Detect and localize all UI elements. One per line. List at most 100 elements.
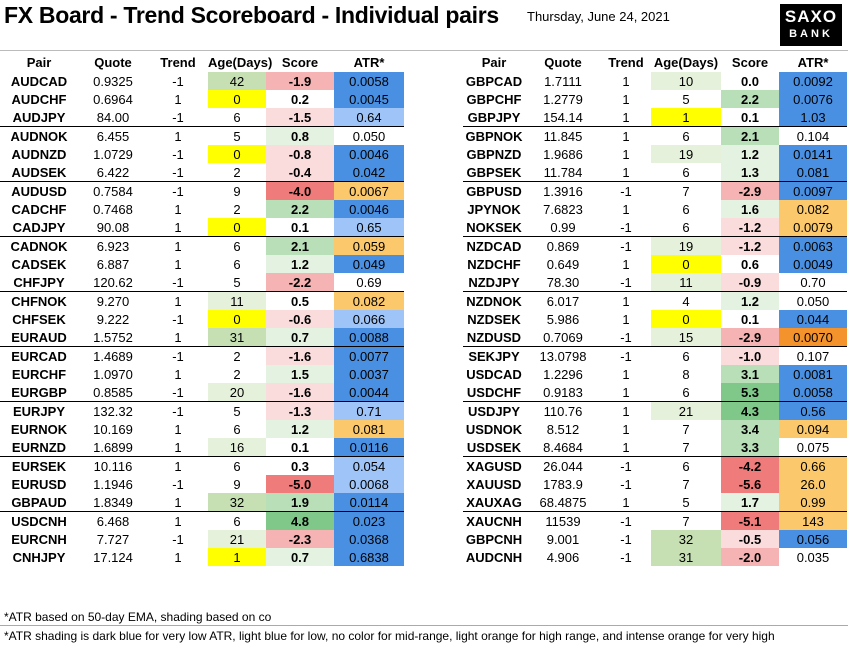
age-cell: 0 xyxy=(651,255,721,273)
age-cell: 7 xyxy=(651,181,721,200)
table-header-row: Pair Quote Trend Age(Days) Score ATR* xyxy=(463,52,847,72)
trend-cell: 1 xyxy=(148,291,208,310)
age-cell: 2 xyxy=(233,366,241,382)
quote-cell: 6.887 xyxy=(96,256,130,272)
quote-cell: 1.8349 xyxy=(93,494,133,510)
score-cell: 0.5 xyxy=(266,291,334,310)
age-cell: 6 xyxy=(651,456,721,475)
atr-cell: 0.104 xyxy=(779,126,847,145)
pair-cell: EURNOK xyxy=(10,421,68,437)
pair-cell: AUDSEK xyxy=(11,164,67,180)
trend-cell: 1 xyxy=(622,311,630,327)
score-cell: 2.1 xyxy=(721,126,779,145)
col-header-score: Score xyxy=(281,54,319,70)
footnote-atr-shading: *ATR shading is dark blue for very low A… xyxy=(4,629,775,643)
score-cell: 1.3 xyxy=(721,163,779,182)
atr-cell: 0.075 xyxy=(796,439,830,455)
trend-cell: 1 xyxy=(622,439,630,455)
atr-cell: 26.0 xyxy=(779,475,847,493)
table-row: GBPJPY 154.14 1 1 0.1 1.03 xyxy=(463,108,847,127)
quote-cell: 1.5752 xyxy=(93,329,133,345)
table-row: GBPUSD 1.3916 -1 7 -2.9 0.0097 xyxy=(463,181,847,200)
age-cell: 31 xyxy=(651,548,721,566)
age-cell: 6 xyxy=(651,126,721,145)
col-header-trend: Trend xyxy=(160,54,196,70)
age-cell: 32 xyxy=(651,530,721,548)
trend-cell: -1 xyxy=(620,549,632,565)
table-row: CADSEK 6.887 1 6 1.2 0.049 xyxy=(0,255,404,273)
score-cell: 2.2 xyxy=(266,200,334,218)
age-cell: 6 xyxy=(208,236,266,255)
age-cell: 6 xyxy=(682,219,690,235)
age-cell: 1 xyxy=(208,548,266,566)
table-row: GBPSEK 11.784 1 6 1.3 0.081 xyxy=(463,163,847,182)
table-row: USDCNH 6.468 1 6 4.8 0.023 xyxy=(0,511,404,530)
score-cell: 3.1 xyxy=(721,365,779,383)
trend-cell: 1 xyxy=(601,291,651,310)
age-cell: 0 xyxy=(208,218,266,237)
age-cell: 5 xyxy=(682,91,690,107)
table-row: GBPCNH 9.001 -1 32 -0.5 0.056 xyxy=(463,530,847,548)
atr-cell: 0.0114 xyxy=(334,493,404,512)
col-header-pair: Pair xyxy=(26,54,52,70)
quote-cell: 120.62 xyxy=(93,274,133,290)
score-cell: 0.7 xyxy=(266,328,334,347)
score-cell: -0.8 xyxy=(266,145,334,163)
pair-cell: CNHJPY xyxy=(12,549,66,565)
table-row: NZDUSD 0.7069 -1 15 -2.9 0.0070 xyxy=(463,328,847,347)
score-cell: 1.2 xyxy=(721,291,779,310)
atr-cell: 0.054 xyxy=(334,456,404,475)
atr-cell: 0.0070 xyxy=(779,328,847,347)
quote-cell: 10.116 xyxy=(78,456,148,475)
atr-cell: 0.69 xyxy=(356,274,382,290)
trend-cell: -1 xyxy=(172,531,184,547)
quote-cell: 6.468 xyxy=(78,511,148,530)
trend-cell: -1 xyxy=(148,181,208,200)
atr-cell: 0.6838 xyxy=(334,548,404,566)
pair-cell: NOKSEK xyxy=(466,219,522,235)
col-header-quote: Quote xyxy=(94,54,132,70)
quote-cell: 7.6823 xyxy=(543,201,583,217)
table-row: XAUCNH 11539 -1 7 -5.1 143 xyxy=(463,511,847,530)
atr-cell: 0.035 xyxy=(796,549,830,565)
trend-cell: 1 xyxy=(622,494,630,510)
atr-cell: 0.99 xyxy=(779,493,847,512)
score-cell: -5.1 xyxy=(721,511,779,530)
atr-cell: 0.049 xyxy=(334,255,404,273)
atr-cell: 0.082 xyxy=(334,291,404,310)
pair-cell: CHFSEK xyxy=(12,311,66,327)
quote-cell: 7.727 xyxy=(96,531,130,547)
col-header-trend: Trend xyxy=(608,54,644,70)
score-cell: 0.1 xyxy=(290,439,310,455)
pair-cell: CADCHF xyxy=(11,201,67,217)
quote-cell: 6.422 xyxy=(96,164,130,180)
pair-cell: EURSEK xyxy=(0,456,78,475)
pair-cell: GBPNZD xyxy=(466,146,522,162)
pair-cell: XAUCNH xyxy=(463,511,525,530)
trend-cell: -1 xyxy=(601,346,651,365)
score-cell: 1.2 xyxy=(266,420,334,438)
atr-cell: 0.107 xyxy=(779,346,847,365)
trend-cell: -1 xyxy=(620,219,632,235)
score-cell: 0.0 xyxy=(740,73,760,89)
age-cell: 6 xyxy=(233,109,241,125)
trend-cell: 1 xyxy=(622,421,630,437)
score-cell: -2.2 xyxy=(266,273,334,292)
score-cell: -4.0 xyxy=(266,181,334,200)
table-row: CADJPY 90.08 1 0 0.1 0.65 xyxy=(0,218,404,237)
trend-cell: 1 xyxy=(174,201,182,217)
age-cell: 32 xyxy=(208,493,266,512)
col-header-pair: Pair xyxy=(481,54,507,70)
pair-cell: USDNOK xyxy=(465,421,523,437)
pair-cell: NZDCHF xyxy=(467,256,521,272)
atr-cell: 143 xyxy=(779,511,847,530)
table-row: GBPNOK 11.845 1 6 2.1 0.104 xyxy=(463,126,847,145)
quote-cell: 84.00 xyxy=(96,109,130,125)
quote-cell: 1.6899 xyxy=(93,439,133,455)
report-date: Thursday, June 24, 2021 xyxy=(527,9,670,24)
trend-cell: 1 xyxy=(174,494,182,510)
age-cell: 5 xyxy=(208,126,266,145)
pair-cell: GBPAUD xyxy=(11,494,67,510)
quote-cell: 90.08 xyxy=(96,219,130,235)
score-cell: -1.2 xyxy=(721,218,779,237)
